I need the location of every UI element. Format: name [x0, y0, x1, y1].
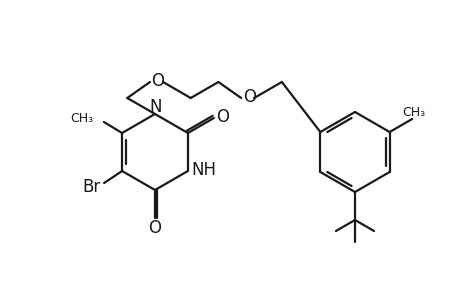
Text: CH₃: CH₃ — [71, 112, 94, 124]
Text: CH₃: CH₃ — [402, 106, 425, 118]
Text: O: O — [148, 219, 161, 237]
Text: Br: Br — [82, 178, 100, 196]
Text: O: O — [151, 72, 164, 90]
Text: O: O — [242, 88, 255, 106]
Text: NH: NH — [191, 161, 216, 179]
Text: N: N — [150, 98, 162, 116]
Text: O: O — [216, 108, 229, 126]
